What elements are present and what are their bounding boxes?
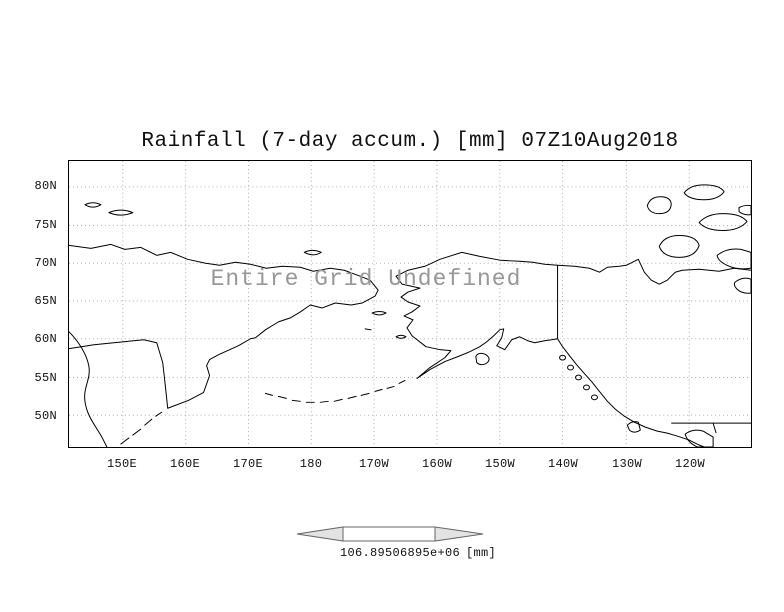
y-tick-label-75n: 75N bbox=[34, 218, 57, 232]
kodiak-island bbox=[475, 352, 490, 366]
y-tick-label-65n: 65N bbox=[34, 294, 57, 308]
colorbar-labels: 106.89506895e+06 [mm] bbox=[68, 546, 768, 560]
bering-sea-islands bbox=[364, 310, 407, 339]
x-tick-label-130w: 130W bbox=[611, 457, 642, 471]
x-tick-label-150e: 150E bbox=[106, 457, 137, 471]
gridlines bbox=[69, 161, 751, 447]
undefined-grid-message: Entire Grid Undefined bbox=[210, 266, 522, 292]
colorbar bbox=[296, 526, 484, 542]
okhotsk-sakhalin-coast bbox=[69, 331, 108, 447]
y-tick-label-80n: 80N bbox=[34, 179, 57, 193]
aleutian-islands bbox=[264, 379, 406, 403]
map-svg bbox=[69, 161, 751, 447]
wrangel-island bbox=[303, 249, 322, 256]
colorbar-left-arrow bbox=[296, 526, 344, 542]
kuril-islands bbox=[120, 411, 163, 445]
y-tick-label-70n: 70N bbox=[34, 256, 57, 270]
us-canada-border-49n bbox=[671, 422, 751, 434]
x-tick-label-150w: 150W bbox=[484, 457, 515, 471]
alaska-canada-mainland-coast bbox=[395, 251, 751, 447]
colorbar-bar bbox=[342, 526, 436, 542]
y-tick-label-60n: 60N bbox=[34, 332, 57, 346]
y-tick-label-50n: 50N bbox=[34, 409, 57, 423]
political-borders bbox=[557, 265, 751, 434]
coastlines bbox=[69, 184, 751, 447]
x-tick-label-170w: 170W bbox=[358, 457, 389, 471]
x-tick-label-160e: 160E bbox=[169, 457, 200, 471]
siberia-chukotka-kamchatka-coast bbox=[69, 243, 379, 409]
x-tick-label-160w: 160W bbox=[421, 457, 452, 471]
panhandle-islands bbox=[559, 354, 714, 447]
colorbar-right-arrow bbox=[434, 526, 484, 542]
x-tick-label-140w: 140W bbox=[547, 457, 578, 471]
x-tick-label-120w: 120W bbox=[674, 457, 705, 471]
x-tick-label-170e: 170E bbox=[232, 457, 263, 471]
arctic-islands bbox=[646, 184, 751, 294]
map-frame bbox=[68, 160, 752, 448]
colorbar-value-text: 106.89506895e+06 bbox=[339, 546, 460, 560]
new-siberian-islands bbox=[84, 202, 134, 216]
page-title: Rainfall (7-day accum.) [mm] 07Z10Aug201… bbox=[141, 130, 679, 153]
y-tick-label-55n: 55N bbox=[34, 371, 57, 385]
colorbar-unit-text: [mm] bbox=[466, 546, 497, 560]
x-tick-label-180: 180 bbox=[299, 457, 323, 471]
